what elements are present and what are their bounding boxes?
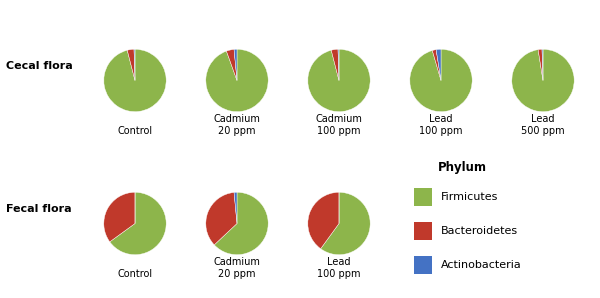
Text: Firmicutes: Firmicutes: [441, 192, 499, 202]
Wedge shape: [104, 192, 135, 242]
Wedge shape: [308, 49, 370, 112]
Title: Cadmium
100 ppm: Cadmium 100 ppm: [316, 114, 362, 136]
Title: Lead
100 ppm: Lead 100 ppm: [419, 114, 463, 136]
Wedge shape: [512, 49, 574, 112]
Wedge shape: [234, 49, 237, 80]
Text: Bacteroidetes: Bacteroidetes: [441, 226, 518, 236]
Wedge shape: [127, 49, 135, 80]
Wedge shape: [436, 49, 441, 80]
Wedge shape: [542, 49, 543, 80]
Title: Cadmium
20 ppm: Cadmium 20 ppm: [214, 257, 260, 279]
Text: Cecal flora: Cecal flora: [6, 60, 73, 71]
Wedge shape: [104, 49, 166, 112]
Wedge shape: [410, 49, 472, 112]
Text: Fecal flora: Fecal flora: [6, 204, 71, 214]
Wedge shape: [234, 192, 237, 224]
Wedge shape: [338, 49, 339, 80]
Title: Cadmium
20 ppm: Cadmium 20 ppm: [214, 114, 260, 136]
Text: Actinobacteria: Actinobacteria: [441, 260, 522, 270]
Wedge shape: [206, 193, 237, 245]
Wedge shape: [331, 49, 339, 80]
Wedge shape: [134, 49, 135, 80]
Wedge shape: [214, 192, 268, 255]
Wedge shape: [206, 49, 268, 112]
Wedge shape: [226, 49, 237, 80]
Wedge shape: [538, 49, 543, 80]
Text: Phylum: Phylum: [438, 161, 487, 174]
Title: Lead
500 ppm: Lead 500 ppm: [521, 114, 565, 136]
Title: Control: Control: [118, 268, 152, 279]
Wedge shape: [432, 50, 441, 80]
Title: Control: Control: [118, 125, 152, 136]
Wedge shape: [110, 192, 166, 255]
Wedge shape: [308, 192, 339, 249]
Title: Lead
100 ppm: Lead 100 ppm: [317, 257, 361, 279]
Wedge shape: [320, 192, 370, 255]
